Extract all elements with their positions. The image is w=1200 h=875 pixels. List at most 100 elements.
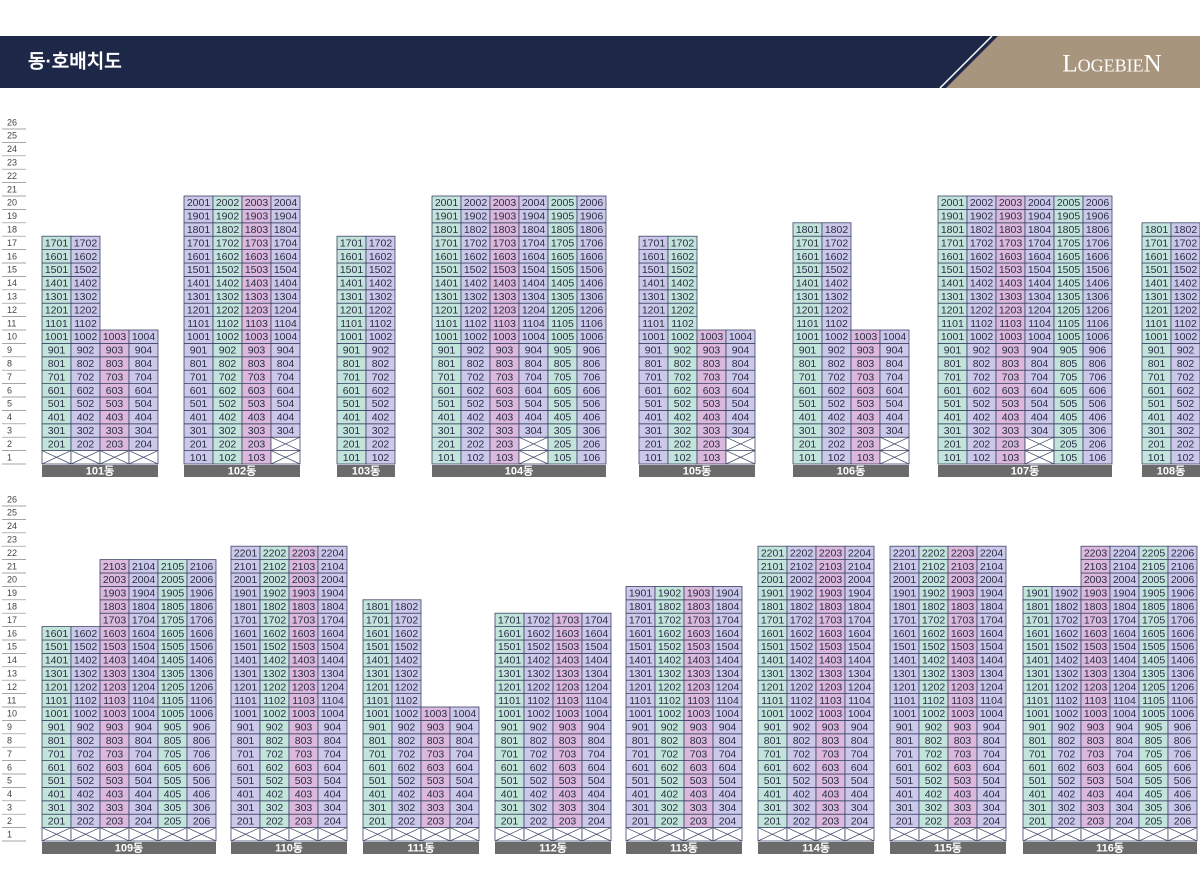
unit-number: 1803 [687,601,711,613]
unit-number: 201 [501,815,519,827]
unit-number: 1403 [493,278,517,290]
unit-number: 903 [559,722,577,734]
unit-number: 1202 [263,681,287,693]
unit-number: 1701 [234,614,258,626]
unit-number: 503 [822,775,840,787]
unit-number: 706 [1089,371,1107,383]
unit-number: 1004 [585,708,609,720]
unit-number: 1304 [274,291,298,303]
unit-number: 503 [496,398,514,410]
unit-number: 201 [1029,815,1047,827]
unit-number: 1204 [716,681,740,693]
unit-number: 201 [944,438,962,450]
unit-number: 1304 [1113,668,1137,680]
unit-number: 503 [427,775,445,787]
unit-number: 1902 [790,588,814,600]
unit-number: 904 [324,722,342,734]
unit-number: 1606 [190,628,214,640]
floor-label: 15 [7,265,17,275]
unit-number: 2002 [464,197,488,209]
unit-number: 602 [674,385,692,397]
unit-number: 404 [135,412,153,424]
floor-label: 24 [7,144,17,154]
unit-number: 1002 [1055,708,1079,720]
unit-number: 1601 [1145,251,1169,263]
unit-number: 803 [1087,735,1105,747]
unit-number: 103 [496,452,514,464]
unit-number: 401 [645,412,663,424]
unit-number: 801 [632,735,650,747]
unit-number: 1602 [216,251,240,263]
unit-number: 903 [1087,722,1105,734]
unit-number: 504 [324,775,342,787]
unit-number: 305 [554,425,572,437]
unit-number: 902 [1058,722,1076,734]
unit-number: 1502 [395,641,419,653]
unit-number: 1202 [464,304,488,316]
unit-number: 1804 [1113,601,1137,613]
unit-number: 1701 [340,237,364,249]
unit-number: 1105 [1142,695,1165,707]
unit-number: 902 [925,722,943,734]
unit-number: 1303 [687,668,711,680]
unit-number: 1205 [1057,304,1081,316]
unit-number: 1701 [435,237,459,249]
unit-number: 1101 [45,695,68,707]
unit-number: 1704 [522,237,546,249]
unit-number: 204 [135,438,153,450]
floor-label: 7 [7,372,12,382]
unit-number: 1403 [245,278,269,290]
unit-number: 906 [1174,722,1192,734]
unit-number: 804 [135,358,153,370]
unit-number: 406 [1089,412,1107,424]
unit-number: 802 [973,358,991,370]
unit-number: 905 [554,345,572,357]
unit-number: 1603 [819,628,843,640]
pilotis-cross [879,436,910,451]
unit-number: 1404 [980,655,1004,667]
unit-number: 2103 [292,561,316,573]
unit-number: 1502 [1055,641,1079,653]
unit-number: 1103 [999,318,1022,330]
unit-number: 2004 [522,197,546,209]
unit-number: 1003 [700,331,724,343]
unit-number: 1806 [1086,224,1110,236]
unit-number: 1003 [819,708,843,720]
unit-number: 604 [135,385,153,397]
unit-number: 202 [372,438,390,450]
unit-number: 2103 [819,561,843,573]
unit-number: 1401 [761,655,785,667]
unit-cell [576,195,607,210]
unit-number: 1105 [551,318,574,330]
unit-number: 906 [583,345,601,357]
unit-number: 901 [501,722,519,734]
unit-number: 1002 [263,708,287,720]
unit-number: 101 [1148,452,1166,464]
unit-number: 1802 [790,601,814,613]
unit-number: 1504 [132,641,156,653]
unit-number: 202 [77,815,95,827]
unit-number: 1101 [796,318,819,330]
unit-number: 1004 [980,708,1004,720]
unit-number: 702 [372,371,390,383]
unit-number: 1303 [1084,668,1108,680]
unit-number: 1101 [366,695,389,707]
unit-number: 902 [398,722,416,734]
unit-number: 701 [48,371,66,383]
unit-number: 1903 [1084,588,1108,600]
unit-number: 1605 [1057,251,1081,263]
unit-number: 903 [690,722,708,734]
unit-number: 1602 [671,251,695,263]
unit-number: 203 [559,815,577,827]
unit-number: 304 [277,425,295,437]
unit-number: 204 [851,815,869,827]
unit-number: 1303 [999,291,1023,303]
unit-number: 201 [1148,438,1166,450]
unit-number: 1001 [366,708,390,720]
unit-number: 302 [1177,425,1195,437]
unit-number: 503 [106,398,124,410]
unit-number: 1102 [671,318,694,330]
unit-number: 806 [193,735,211,747]
unit-number: 404 [456,789,474,801]
unit-number: 602 [530,762,548,774]
